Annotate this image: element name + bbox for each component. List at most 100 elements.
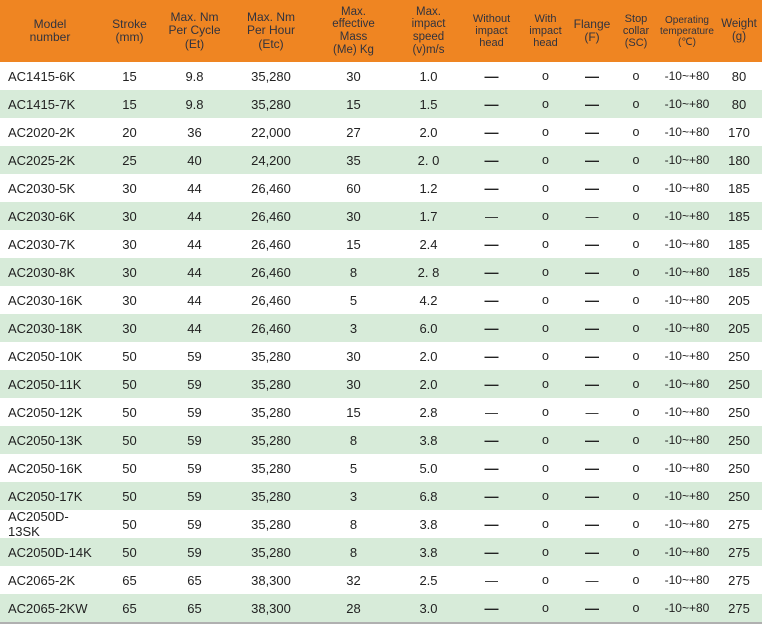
- cell-max-nm-per-cycle: 44: [187, 180, 202, 196]
- cell-model-number: AC2050-16K: [8, 460, 83, 476]
- cell-flange: —: [585, 404, 599, 420]
- cell-max-nm-per-hour: 35,280: [251, 376, 291, 392]
- cell-max-effective-mass: 3: [349, 488, 358, 504]
- cell-max-nm-per-cycle: 65: [187, 600, 202, 616]
- cell-with-impact-head: o: [542, 209, 549, 223]
- cell-model-number: AC2050-10K: [8, 348, 83, 364]
- column-header-with-impact-head: With impact head: [529, 12, 562, 50]
- table-row: AC2050-10K 50 59 35,280 30 2.0 — o — o -…: [0, 342, 762, 370]
- cell-max-effective-mass: 8: [349, 264, 358, 280]
- cell-with-impact-head: o: [542, 125, 549, 139]
- cell-max-nm-per-hour: 35,280: [251, 96, 291, 112]
- cell-with-impact-head: o: [542, 433, 549, 447]
- cell-without-impact-head: —: [484, 264, 499, 280]
- cell-max-nm-per-hour: 22,000: [251, 124, 291, 140]
- cell-max-impact-speed: 5.0: [419, 460, 438, 476]
- column-header-operating-temperature: Operating temperature (℃): [660, 14, 714, 48]
- cell-stop-collar: o: [632, 293, 640, 307]
- column-header-max-nm-per-cycle: Max. Nm Per Cycle (Et): [168, 10, 221, 51]
- cell-weight: 185: [728, 264, 750, 280]
- cell-model-number: AC2030-6K: [8, 208, 76, 224]
- table-body: AC1415-6K 15 9.8 35,280 30 1.0 — o — o -…: [0, 62, 762, 622]
- cell-flange: —: [585, 208, 599, 224]
- cell-stroke: 25: [122, 152, 137, 168]
- cell-model-number: AC1415-6K: [8, 68, 76, 84]
- cell-max-impact-speed: 4.2: [419, 292, 438, 308]
- cell-stop-collar: o: [632, 321, 640, 335]
- cell-max-nm-per-hour: 26,460: [251, 208, 291, 224]
- cell-max-nm-per-hour: 26,460: [251, 180, 291, 196]
- table-row: AC2030-7K 30 44 26,460 15 2.4 — o — o -1…: [0, 230, 762, 258]
- cell-weight: 250: [728, 376, 750, 392]
- cell-max-effective-mass: 60: [346, 180, 361, 196]
- cell-max-nm-per-hour: 38,300: [251, 572, 291, 588]
- cell-max-nm-per-cycle: 59: [187, 432, 202, 448]
- column-header-max-impact-speed: Max. impact speed (v)m/s: [411, 5, 446, 56]
- cell-weight: 250: [728, 488, 750, 504]
- cell-with-impact-head: o: [542, 517, 549, 531]
- cell-max-impact-speed: 1.2: [419, 180, 438, 196]
- cell-max-nm-per-cycle: 59: [187, 488, 202, 504]
- cell-stop-collar: o: [632, 209, 640, 223]
- cell-flange: —: [585, 152, 599, 168]
- cell-stroke: 50: [122, 404, 137, 420]
- cell-flange: —: [585, 600, 599, 616]
- cell-weight: 275: [728, 544, 750, 560]
- cell-with-impact-head: o: [542, 405, 549, 419]
- cell-max-nm-per-hour: 26,460: [251, 320, 291, 336]
- cell-model-number: AC2050-17K: [8, 488, 83, 504]
- cell-with-impact-head: o: [542, 181, 549, 195]
- cell-weight: 80: [731, 68, 747, 84]
- cell-weight: 250: [728, 460, 750, 476]
- cell-weight: 250: [728, 432, 750, 448]
- cell-model-number: AC2030-7K: [8, 236, 76, 252]
- cell-max-impact-speed: 2.0: [419, 124, 438, 140]
- cell-operating-temperature: -10~+80: [664, 461, 710, 475]
- table-row: AC2030-18K 30 44 26,460 3 6.0 — o — o -1…: [0, 314, 762, 342]
- cell-max-effective-mass: 5: [349, 292, 358, 308]
- cell-operating-temperature: -10~+80: [664, 97, 710, 111]
- column-header-weight: Weight (g): [721, 18, 757, 43]
- cell-max-nm-per-cycle: 36: [187, 124, 202, 140]
- cell-max-nm-per-cycle: 44: [187, 264, 202, 280]
- cell-weight: 205: [728, 292, 750, 308]
- cell-max-nm-per-hour: 26,460: [251, 264, 291, 280]
- cell-without-impact-head: —: [485, 572, 498, 588]
- cell-max-effective-mass: 15: [346, 96, 361, 112]
- cell-operating-temperature: -10~+80: [664, 153, 710, 167]
- cell-max-effective-mass: 32: [346, 572, 361, 588]
- cell-stroke: 50: [122, 348, 137, 364]
- cell-stop-collar: o: [632, 237, 640, 251]
- cell-weight: 275: [728, 600, 750, 616]
- table-row: AC2050D-14K 50 59 35,280 8 3.8 — o — o -…: [0, 538, 762, 566]
- cell-stroke: 50: [122, 516, 137, 532]
- cell-flange: —: [585, 96, 599, 112]
- cell-with-impact-head: o: [542, 489, 549, 503]
- cell-flange: —: [585, 544, 599, 560]
- cell-max-nm-per-hour: 35,280: [251, 488, 291, 504]
- cell-model-number: AC2050-11K: [8, 376, 82, 392]
- table-row: AC2050-12K 50 59 35,280 15 2.8 — o — o -…: [0, 398, 762, 426]
- cell-max-nm-per-cycle: 65: [187, 572, 202, 588]
- cell-flange: —: [585, 180, 599, 196]
- cell-max-nm-per-cycle: 9.8: [185, 96, 204, 112]
- cell-without-impact-head: —: [484, 432, 499, 448]
- cell-stroke: 65: [122, 600, 137, 616]
- cell-max-impact-speed: 1.5: [419, 96, 438, 112]
- cell-model-number: AC2050D-13SK: [8, 509, 69, 539]
- cell-max-nm-per-cycle: 59: [187, 460, 202, 476]
- cell-max-nm-per-cycle: 59: [187, 376, 202, 392]
- bottom-divider: [0, 622, 762, 624]
- cell-max-impact-speed: 1.0: [419, 68, 438, 84]
- cell-stroke: 30: [122, 264, 137, 280]
- cell-weight: 275: [728, 572, 750, 588]
- cell-max-effective-mass: 30: [346, 208, 361, 224]
- table-row: AC2050D-13SK 50 59 35,280 8 3.8 — o — o …: [0, 509, 762, 539]
- cell-operating-temperature: -10~+80: [664, 545, 710, 559]
- cell-weight: 185: [728, 236, 750, 252]
- cell-max-effective-mass: 3: [349, 320, 358, 336]
- cell-model-number: AC2025-2K: [8, 152, 76, 168]
- cell-with-impact-head: o: [542, 293, 549, 307]
- cell-max-nm-per-cycle: 44: [187, 208, 202, 224]
- cell-stroke: 15: [122, 68, 137, 84]
